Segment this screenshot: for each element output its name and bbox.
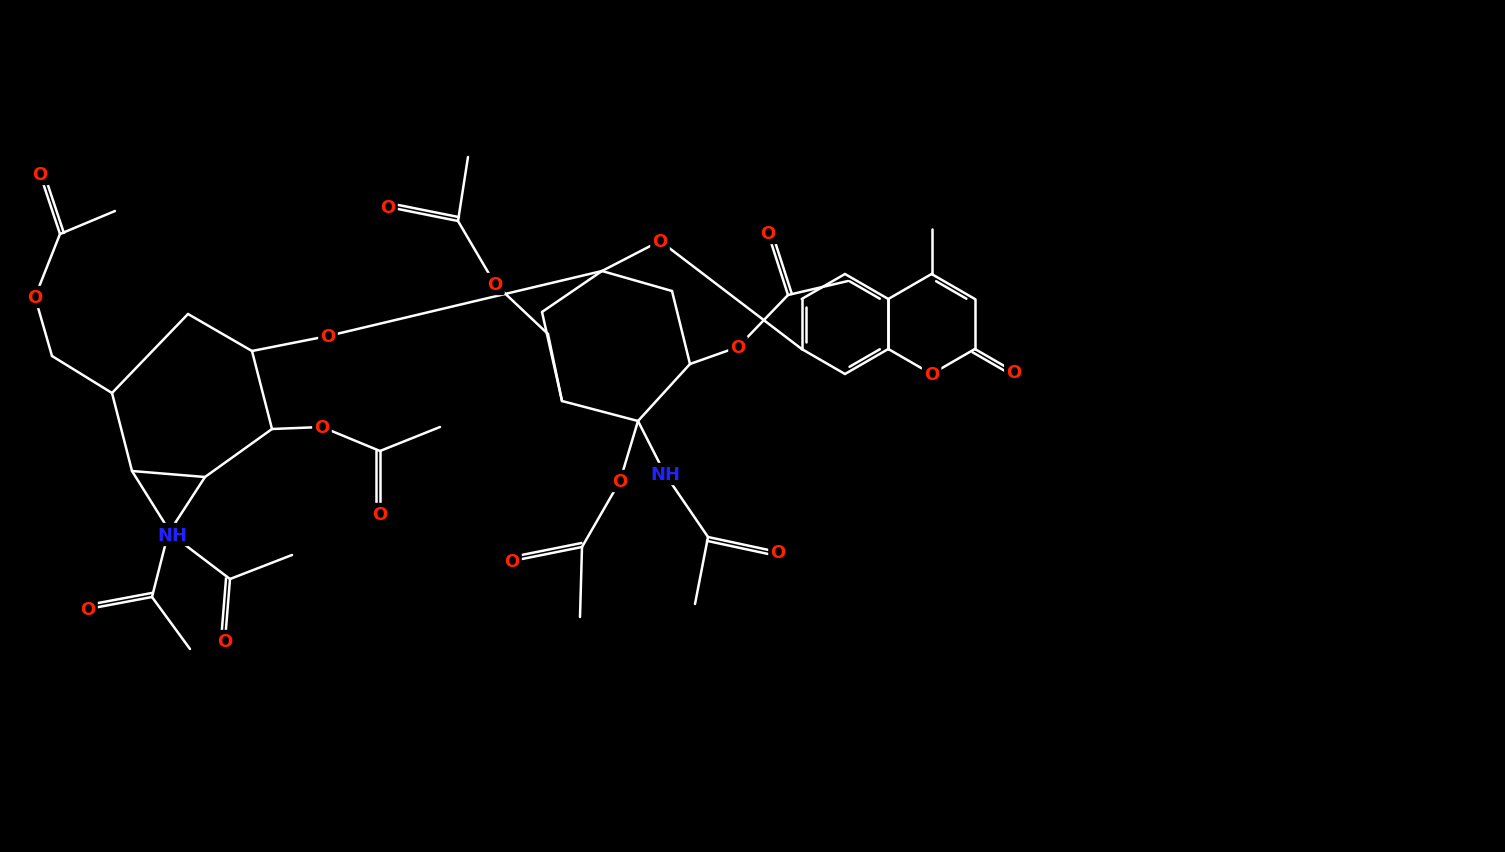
Text: O: O (80, 601, 96, 619)
Text: O: O (924, 366, 939, 383)
Text: O: O (771, 544, 786, 561)
Text: NH: NH (157, 527, 187, 544)
Text: NH: NH (650, 465, 680, 483)
Text: O: O (372, 505, 388, 523)
Text: O: O (315, 418, 330, 436)
Text: O: O (27, 289, 42, 307)
Text: O: O (504, 552, 519, 570)
Text: O: O (217, 632, 233, 650)
Text: O: O (1007, 363, 1022, 381)
Text: O: O (652, 233, 668, 250)
Text: O: O (613, 473, 628, 491)
Text: O: O (321, 328, 336, 346)
Text: O: O (760, 225, 775, 243)
Text: O: O (730, 338, 745, 357)
Text: O: O (488, 276, 503, 294)
Text: O: O (381, 199, 396, 216)
Text: O: O (161, 526, 176, 544)
Text: O: O (33, 166, 48, 184)
